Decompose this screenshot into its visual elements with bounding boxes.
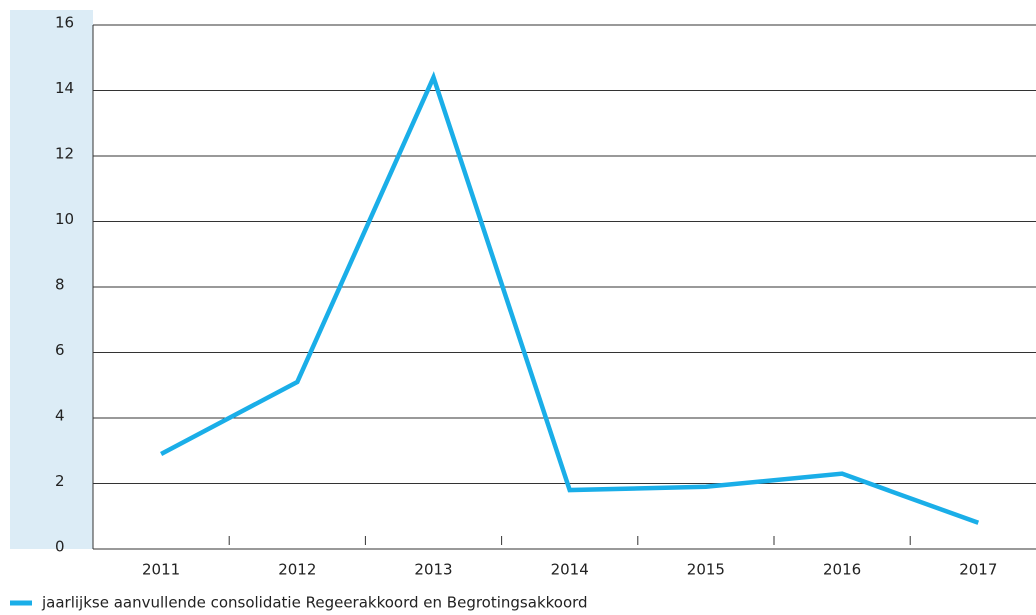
x-tick-label: 2013 <box>414 561 452 579</box>
y-tick-label: 4 <box>55 407 65 425</box>
y-tick-label: 12 <box>55 145 74 163</box>
legend-label: jaarlijkse aanvullende consolidatie Rege… <box>41 594 588 612</box>
y-tick-label: 6 <box>55 341 65 359</box>
x-tick-label: 2014 <box>551 561 589 579</box>
y-tick-label: 0 <box>55 538 65 556</box>
y-tick-label: 14 <box>55 79 74 97</box>
x-tick-label: 2017 <box>959 561 997 579</box>
y-tick-label: 2 <box>55 472 65 490</box>
y-tick-label: 8 <box>55 276 65 294</box>
axis-panel <box>10 10 93 549</box>
data-line <box>160 71 980 525</box>
x-tick-label: 2012 <box>278 561 316 579</box>
x-tick-label: 2015 <box>687 561 725 579</box>
y-tick-label: 16 <box>55 14 74 32</box>
x-tick-label: 2016 <box>823 561 861 579</box>
x-tick-label: 2011 <box>142 561 180 579</box>
y-tick-label: 10 <box>55 210 74 228</box>
